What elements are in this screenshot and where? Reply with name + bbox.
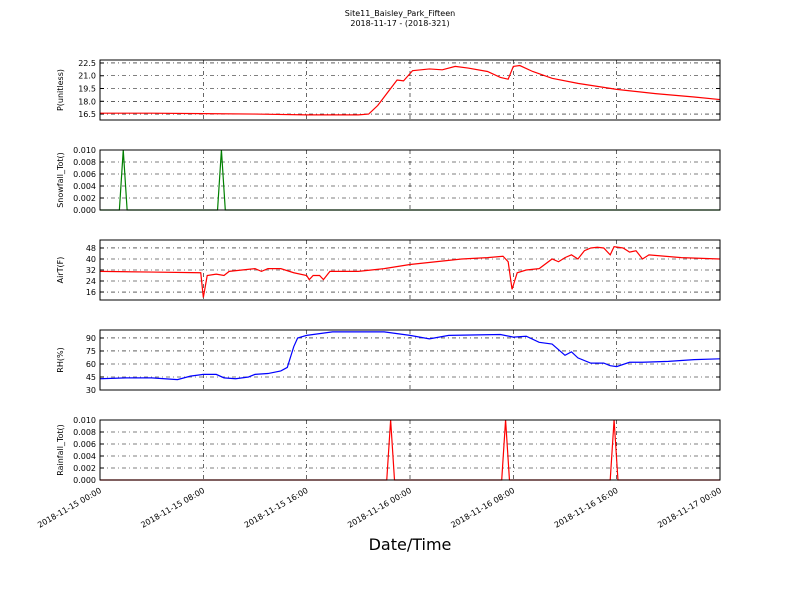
data-line xyxy=(99,331,721,381)
y-tick-label: 22.5 xyxy=(78,59,96,68)
figure-subtitle: 2018-11-17 - (2018-321) xyxy=(350,19,449,28)
x-axis-label: Date/Time xyxy=(369,535,452,554)
plot-frame xyxy=(99,329,721,391)
y-tick-label: 0.004 xyxy=(73,452,96,461)
y-axis-label: P(unitless) xyxy=(56,69,65,111)
plot-frame xyxy=(99,59,721,121)
data-line xyxy=(100,64,721,116)
y-axis-label: AirT(F) xyxy=(56,257,65,284)
y-axis-label: RH(%) xyxy=(56,347,65,372)
figure-title: Site11_Baisley_Park_Fifteen xyxy=(345,9,455,18)
y-tick-label: 45 xyxy=(86,373,96,382)
y-tick-label: 32 xyxy=(86,266,96,275)
y-tick-label: 90 xyxy=(86,334,96,343)
y-tick-label: 75 xyxy=(86,347,96,356)
y-tick-label: 0.002 xyxy=(73,464,96,473)
y-tick-label: 0.010 xyxy=(73,416,96,425)
y-tick-label: 0.008 xyxy=(73,428,96,437)
y-tick-label: 16 xyxy=(86,288,96,297)
y-axis-label: Rainfall_Tot() xyxy=(56,424,65,476)
y-tick-label: 30 xyxy=(86,386,96,395)
plot-frame xyxy=(99,149,721,211)
y-tick-label: 60 xyxy=(86,360,96,369)
y-tick-label: 0.000 xyxy=(73,206,96,215)
y-axis-label: Snowfall_Tot() xyxy=(56,152,65,208)
y-tick-label: 0.006 xyxy=(73,440,96,449)
y-tick-label: 19.5 xyxy=(78,85,96,94)
y-tick-label: 18.0 xyxy=(78,97,96,106)
y-tick-label: 21.0 xyxy=(78,72,96,81)
y-tick-label: 0.000 xyxy=(73,476,96,485)
plot-frame xyxy=(99,419,721,481)
y-tick-label: 0.008 xyxy=(73,158,96,167)
y-tick-label: 0.002 xyxy=(73,194,96,203)
plot-frame xyxy=(99,239,721,301)
y-tick-label: 16.5 xyxy=(78,110,96,119)
y-tick-label: 0.004 xyxy=(73,182,96,191)
data-line xyxy=(99,245,721,298)
y-tick-label: 48 xyxy=(86,244,96,253)
y-tick-label: 0.006 xyxy=(73,170,96,179)
y-tick-label: 24 xyxy=(86,277,96,286)
y-tick-label: 0.010 xyxy=(73,146,96,155)
y-tick-label: 40 xyxy=(86,255,96,264)
